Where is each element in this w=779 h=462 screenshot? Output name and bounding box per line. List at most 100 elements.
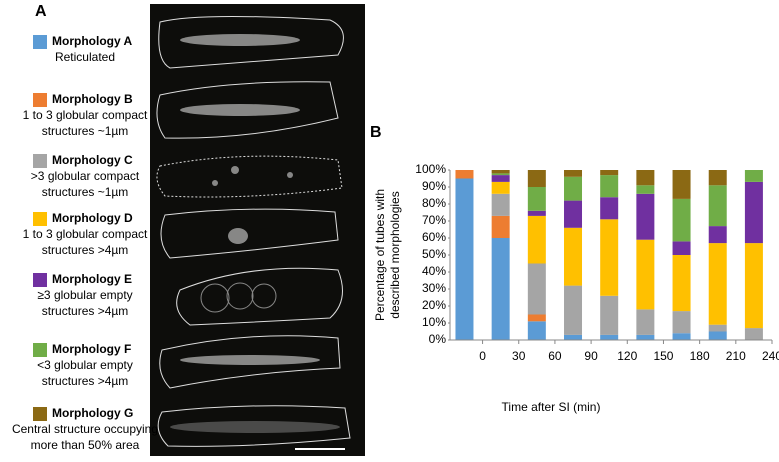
legend-description: structures >4µm: [42, 304, 129, 318]
y-tick-label: 100%: [415, 162, 446, 176]
bar-segment: [564, 200, 583, 228]
bar-segment: [527, 263, 546, 315]
bar-segment: [491, 170, 510, 174]
bar-segment: [600, 170, 619, 176]
bar-segment: [636, 193, 655, 240]
panel-label: B: [370, 124, 382, 141]
bar-segment: [636, 185, 655, 194]
x-tick-label: 210: [726, 349, 746, 363]
bar-segment: [491, 181, 510, 194]
legend-description: <3 globular empty: [37, 358, 133, 372]
bar-segment: [672, 170, 691, 199]
legend-description: structures ~1µm: [42, 124, 129, 138]
bar-segment: [672, 311, 691, 334]
x-tick-label: 90: [584, 349, 598, 363]
legend-description: 1 to 3 globular compact: [23, 108, 148, 122]
bar-segment: [672, 241, 691, 255]
legend-swatch: [33, 212, 47, 226]
bar-segment: [636, 309, 655, 335]
legend-swatch: [33, 273, 47, 287]
x-axis-label: Time after SI (min): [502, 400, 601, 414]
bar-segment: [564, 227, 583, 286]
bar-segment: [527, 314, 546, 322]
legend-description: 1 to 3 globular compact: [23, 227, 148, 241]
bar-segment: [672, 198, 691, 242]
bar-segment: [708, 243, 727, 325]
bar-segment: [491, 215, 510, 238]
legend-name: Morphology C: [52, 153, 133, 167]
y-tick-label: 80%: [422, 196, 446, 210]
bar-segment: [636, 334, 655, 340]
legend-swatch: [33, 343, 47, 357]
bar-segment: [564, 285, 583, 335]
bar-segment: [708, 170, 727, 186]
legend-swatch: [33, 154, 47, 168]
chart: B 0% 10% 20% 30% 40% 50% 60% 70% 80% 90% 100% 0 30 60 9…: [370, 124, 779, 414]
bar-segment: [527, 187, 546, 211]
bar-segment: [564, 170, 583, 177]
bar-segment: [455, 178, 474, 340]
legend-description: structures >4µm: [42, 243, 129, 257]
bar-segment: [708, 185, 727, 227]
x-tick-label: 30: [512, 349, 526, 363]
legend-swatch: [33, 407, 47, 421]
bar-segment: [564, 334, 583, 340]
legend-description: more than 50% area: [31, 438, 140, 452]
legend-description: >3 globular compact: [31, 169, 140, 183]
bar-segment: [744, 181, 763, 244]
x-tick-label: 60: [548, 349, 562, 363]
x-tick-label: 150: [653, 349, 673, 363]
bar-segment: [600, 175, 619, 198]
y-tick-label: 70%: [422, 213, 446, 227]
x-tick-label: 0: [479, 349, 486, 363]
legend-name: Morphology D: [52, 211, 133, 225]
legend-name: Morphology B: [52, 92, 133, 106]
x-tick-label: 180: [690, 349, 710, 363]
y-tick-label: 10%: [422, 315, 446, 329]
bar-segment: [527, 170, 546, 187]
bar-segment: [600, 295, 619, 335]
panel-label: A: [35, 3, 47, 20]
y-tick-label: 50%: [422, 247, 446, 261]
y-tick-label: 30%: [422, 281, 446, 295]
y-tick-label: 0%: [429, 332, 447, 346]
bar-segment: [600, 334, 619, 340]
x-tick-label: 240: [762, 349, 779, 363]
bar-segment: [672, 255, 691, 312]
x-tick-label: 120: [617, 349, 637, 363]
bar-segment: [491, 175, 510, 182]
bar-segment: [708, 331, 727, 340]
bar-segment: [491, 238, 510, 340]
bar-segment: [527, 210, 546, 216]
bar-segment: [600, 219, 619, 296]
legend-description: ≥3 globular empty: [37, 288, 132, 302]
legend-name: Morphology F: [52, 342, 131, 356]
y-tick-label: 40%: [422, 264, 446, 278]
legend-description: Reticulated: [55, 50, 115, 64]
y-tick-label: 60%: [422, 230, 446, 244]
legend-name: Morphology A: [52, 34, 133, 48]
bar-segment: [491, 193, 510, 216]
bar-segment: [744, 170, 763, 182]
bar-segment: [564, 176, 583, 201]
bar-segment: [491, 173, 510, 176]
bar-segment: [636, 239, 655, 310]
bar-segment: [636, 170, 655, 186]
legend-swatch: [33, 35, 47, 49]
legend: Morphology A Reticulated Morphology B 1 to …: [12, 34, 158, 452]
legend-name: Morphology E: [52, 272, 132, 286]
y-axis-label: Percentage of tubes with: [373, 189, 387, 321]
y-tick-label: 90%: [422, 179, 446, 193]
legend-description: structures ~1µm: [42, 185, 129, 199]
bar-segment: [708, 226, 727, 244]
bar-segment: [600, 197, 619, 220]
bar-segment: [527, 215, 546, 264]
bar-segment: [744, 243, 763, 329]
legend-swatch: [33, 93, 47, 107]
bar-segment: [744, 328, 763, 340]
legend-description: Central structure occupying: [12, 422, 158, 436]
legend-name: Morphology G: [52, 406, 133, 420]
y-axis-label: described morphologies: [388, 191, 402, 318]
